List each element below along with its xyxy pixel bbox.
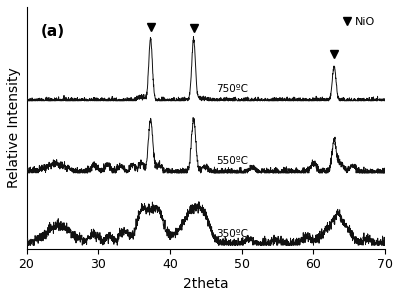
X-axis label: 2theta: 2theta	[183, 277, 228, 291]
Y-axis label: Relative Intensity: Relative Intensity	[7, 67, 21, 188]
Text: 750ºC: 750ºC	[216, 84, 248, 94]
Text: 350ºC: 350ºC	[216, 229, 248, 238]
Text: 550ºC: 550ºC	[216, 156, 248, 166]
Legend: NiO: NiO	[338, 13, 380, 31]
Text: (a): (a)	[41, 24, 65, 39]
